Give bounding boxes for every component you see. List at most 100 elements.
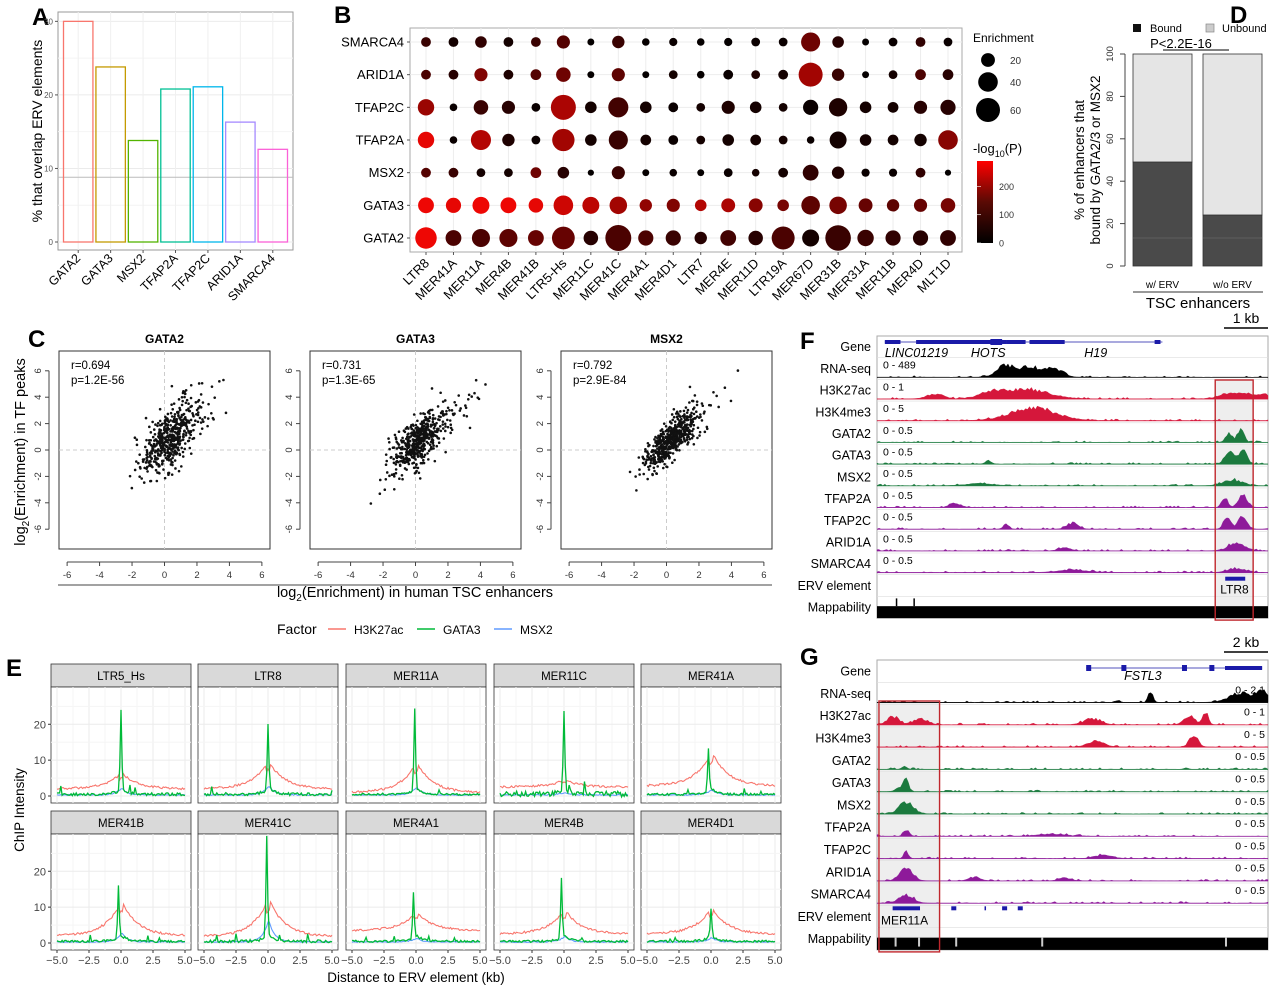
dot-smarca4-mer41a bbox=[448, 37, 459, 47]
y-tick-label: -4 bbox=[284, 499, 295, 507]
scatter-point bbox=[666, 432, 669, 436]
scatter-point bbox=[189, 383, 193, 387]
x-axis-label-rest: (Enrichment) in human TSC enhancers bbox=[302, 585, 553, 601]
scatter-point bbox=[638, 473, 641, 476]
dot-msx2-ltr8 bbox=[421, 167, 431, 178]
scatter-point bbox=[675, 433, 679, 437]
scatter-point bbox=[649, 461, 653, 465]
scatter-point bbox=[411, 438, 415, 441]
y-tick-label: 10 bbox=[44, 164, 53, 173]
dot-tfap2a-ltr7 bbox=[696, 135, 706, 145]
series-line-h3k27ac bbox=[56, 772, 186, 791]
scatter-point bbox=[154, 438, 158, 441]
dot-tfap2a-mer4d1 bbox=[668, 135, 679, 145]
track-range: 0 - 0.5 bbox=[883, 425, 913, 437]
scatter-point bbox=[207, 402, 210, 406]
scatter-point bbox=[198, 416, 202, 420]
scatter-point bbox=[163, 429, 167, 432]
x-axis-label: Distance to ERV element (kb) bbox=[327, 970, 505, 985]
scatter-point bbox=[171, 420, 175, 423]
size-legend-dot bbox=[978, 72, 998, 92]
scatter-point bbox=[678, 448, 681, 452]
scatter-point bbox=[392, 475, 396, 478]
dot-gata3-mer11a bbox=[472, 196, 490, 214]
facet-mer41a: MER41A bbox=[640, 663, 782, 804]
scatter-point bbox=[439, 415, 442, 419]
x-tick-label: -4 bbox=[95, 570, 103, 581]
track-label: RNA-seq bbox=[820, 362, 871, 376]
scatter-point bbox=[443, 422, 447, 426]
scatter-point bbox=[668, 439, 672, 443]
scatter-point bbox=[675, 439, 679, 443]
scatter-point bbox=[660, 449, 664, 452]
dot-tfap2a-mer11c bbox=[585, 134, 597, 146]
track-range: 0 - 1 bbox=[1244, 707, 1265, 719]
scatter-point bbox=[392, 457, 395, 461]
y-tick-label: 20 bbox=[34, 866, 46, 878]
scatter-point bbox=[449, 426, 453, 430]
y-tick-label: 0 bbox=[1105, 263, 1116, 268]
scatter-point bbox=[712, 391, 715, 394]
dot-gata3-mer4d bbox=[913, 198, 928, 212]
dot-tfap2c-mer11a bbox=[473, 100, 489, 115]
scatter-point bbox=[408, 439, 412, 443]
scatter-point bbox=[147, 439, 151, 442]
scatter-point bbox=[679, 441, 682, 445]
scatter-point bbox=[169, 411, 173, 415]
scatter-point bbox=[674, 423, 677, 427]
dot-msx2-mer4a1 bbox=[642, 169, 650, 177]
scatter-point bbox=[199, 421, 203, 424]
scatter-point bbox=[148, 453, 152, 457]
scatter-point bbox=[641, 455, 645, 459]
color-bar-label: 0 bbox=[999, 239, 1004, 249]
scatter-point bbox=[416, 444, 419, 448]
y-tick-label: 10 bbox=[34, 902, 46, 914]
dot-arid1a-mer41c bbox=[611, 68, 625, 82]
scatter-point bbox=[137, 461, 140, 465]
dot-gata2-mer11a bbox=[471, 228, 490, 248]
facet-title: MER11A bbox=[393, 671, 438, 683]
scatter-point bbox=[191, 413, 195, 417]
scatter-point bbox=[140, 477, 143, 480]
scatter-point bbox=[665, 450, 668, 454]
scatter-point bbox=[392, 446, 396, 449]
scatter-point bbox=[189, 396, 193, 400]
scatter-point bbox=[200, 427, 204, 430]
scatter-point bbox=[400, 456, 403, 460]
bar-smarca4 bbox=[257, 148, 289, 243]
x-tick-label: 2.5 bbox=[145, 955, 160, 967]
scatter-point bbox=[690, 429, 694, 433]
scatter-point bbox=[407, 453, 410, 456]
scatter-point bbox=[407, 427, 410, 430]
scatter-point bbox=[432, 426, 436, 430]
scatter-point bbox=[211, 416, 215, 420]
scatter-point bbox=[164, 437, 167, 441]
scatter-point bbox=[432, 444, 435, 447]
gene-exon bbox=[1006, 340, 1026, 344]
dot-arid1a-mer4e bbox=[723, 69, 734, 80]
facet-mer4d1: MER4D1 −5.0 −2.5 0.0 2.5 5.0 bbox=[636, 810, 783, 967]
dot-tfap2a-mer31b bbox=[829, 131, 847, 149]
scatter-point bbox=[431, 420, 435, 424]
x-tick-label: 5.0 bbox=[620, 955, 635, 967]
scatter-point bbox=[409, 435, 413, 438]
scatter-point bbox=[192, 428, 195, 432]
track-label: GATA3 bbox=[832, 449, 871, 463]
track-label: GATA2 bbox=[832, 427, 871, 441]
scatter-point bbox=[422, 445, 426, 448]
series-line-gata3 bbox=[351, 708, 481, 797]
scatter-point bbox=[424, 415, 427, 419]
scatter-point bbox=[190, 404, 193, 408]
scatter-point bbox=[154, 423, 157, 426]
y-tick-label: 20 bbox=[44, 91, 53, 100]
scatter-point bbox=[191, 424, 194, 427]
dot-gata2-mer11c bbox=[583, 230, 599, 246]
dot-tfap2a-ltr19a bbox=[778, 135, 788, 145]
scatter-point bbox=[420, 454, 424, 458]
dot-arid1a-ltr5-hs bbox=[556, 67, 571, 82]
track-frame bbox=[876, 659, 1269, 951]
scatter-point bbox=[661, 435, 665, 439]
scatter-point bbox=[672, 441, 675, 444]
signal-arid1a bbox=[876, 867, 1269, 882]
scatter-point bbox=[392, 472, 396, 476]
